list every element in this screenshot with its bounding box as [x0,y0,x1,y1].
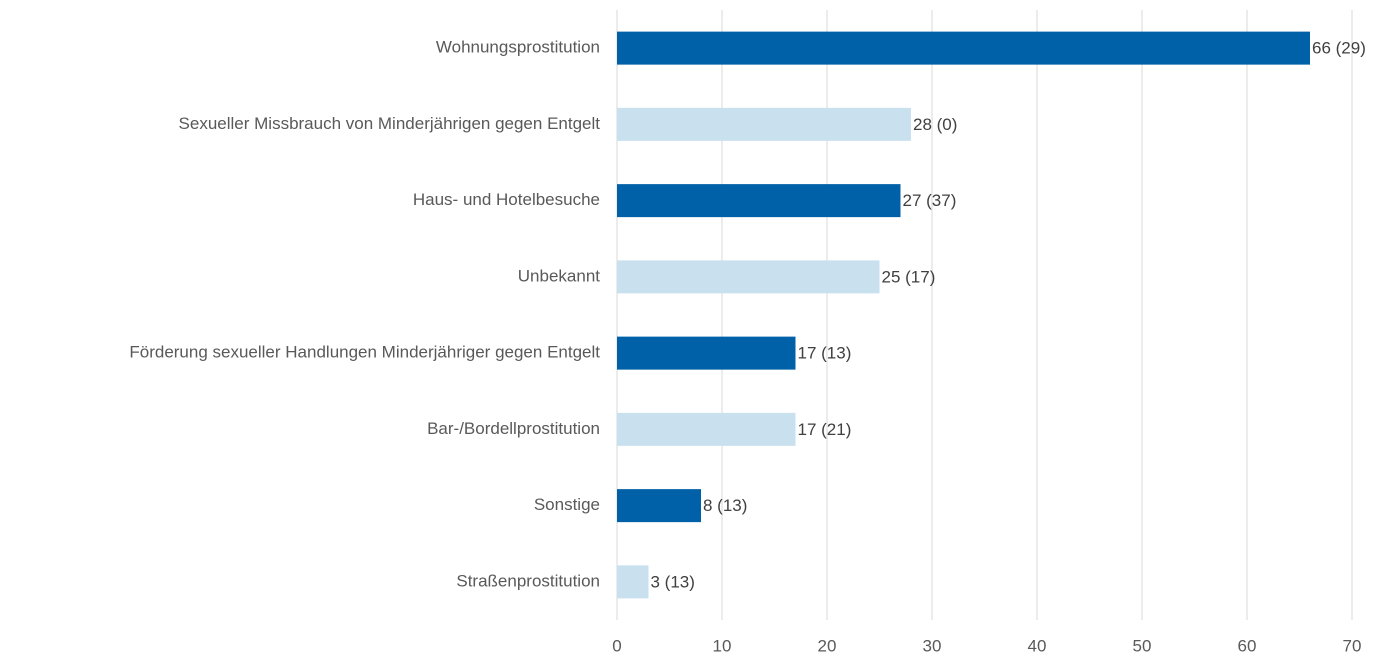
y-tick-label: Straßenprostitution [456,571,600,590]
value-label: 17 (21) [798,420,852,439]
x-tick-label: 20 [818,636,837,655]
y-tick-label: Bar-/Bordellprostitution [427,419,600,438]
bar [617,412,796,446]
value-label: 25 (17) [882,267,936,286]
x-tick-label: 30 [923,636,942,655]
bar [617,107,911,141]
y-tick-label: Wohnungsprostitution [436,38,600,57]
value-label: 66 (29) [1312,39,1366,58]
bar [617,260,880,294]
x-tick-label: 70 [1343,636,1362,655]
value-label: 27 (37) [903,191,957,210]
x-tick-label: 60 [1238,636,1257,655]
bar [617,489,701,523]
y-tick-label: Förderung sexueller Handlungen Minderjäh… [129,343,600,362]
y-tick-label: Sexueller Missbrauch von Minderjährigen … [179,114,601,133]
y-tick-label: Haus- und Hotelbesuche [413,190,600,209]
x-tick-label: 40 [1028,636,1047,655]
x-tick-label: 10 [713,636,732,655]
y-tick-label: Unbekannt [518,266,601,285]
value-label: 17 (13) [798,344,852,363]
x-tick-label: 50 [1133,636,1152,655]
value-label: 28 (0) [913,115,957,134]
x-tick-label: 0 [612,636,621,655]
y-tick-label: Sonstige [534,495,600,514]
bar [617,31,1310,65]
bar [617,336,796,370]
value-label: 8 (13) [703,496,747,515]
value-label: 3 (13) [651,572,695,591]
bar [617,565,649,599]
bar [617,184,901,218]
